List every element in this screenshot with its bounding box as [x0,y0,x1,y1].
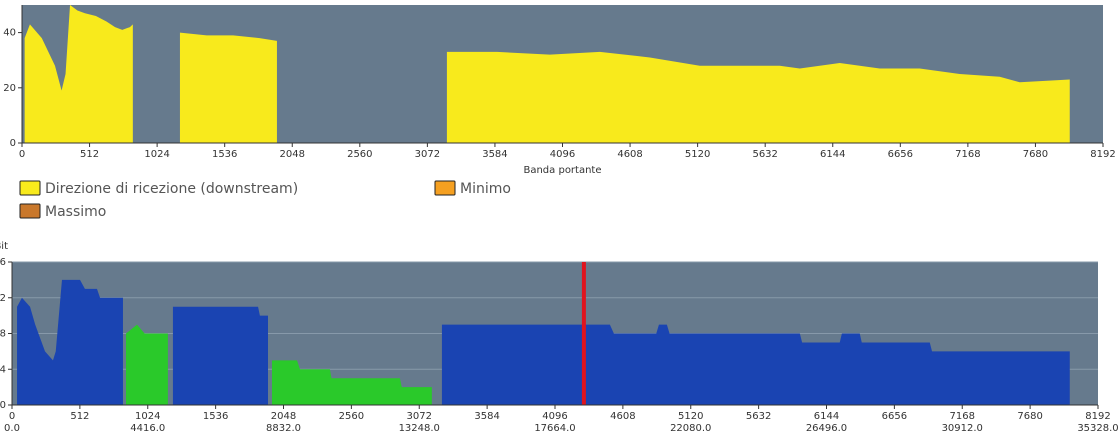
x-tick-label: 6656 [882,411,907,422]
area [17,279,123,405]
x-tick-label: 2048 [271,411,296,422]
legend-swatch [434,180,456,196]
x-tick-label: 7168 [950,411,975,422]
x-tick-label: 512 [70,411,89,422]
area [24,5,133,143]
area [172,306,268,405]
x-tick-label: 2560 [347,149,372,160]
x-tick-label: 8192 [1090,149,1115,160]
x-tick-label: 3072 [415,149,440,160]
x-tick-label: 6144 [814,411,839,422]
x-tick-label: 2048 [280,149,305,160]
legend-label: Direzione di ricezione (downstream) [45,181,298,197]
x-tick-label: 3584 [482,149,507,160]
x-tick-label: 0 [9,411,15,422]
x2-tick-label: 17664.0 [534,423,575,434]
x-tick-label: 4608 [610,411,635,422]
x-tick-label: 1024 [135,411,160,422]
x-tick-label: 1536 [203,411,228,422]
area [441,324,1070,405]
x-tick-label: 7168 [955,149,980,160]
x-tick-label: 3072 [407,411,432,422]
x-tick-label: 4096 [542,411,567,422]
x-tick-label: 5120 [678,411,703,422]
x-tick-label: 5632 [746,411,771,422]
legend-swatch [19,203,41,219]
x-tick-label: 5120 [685,149,710,160]
x-tick-label: 8192 [1085,411,1110,422]
area [446,51,1070,143]
x-tick-label: 5632 [752,149,777,160]
y-tick-label: 0 [10,138,16,149]
x2-tick-label: 0.0 [4,423,20,434]
y-tick-label: 0 [0,400,6,411]
x-tick-label: 2560 [339,411,364,422]
x-tick-label: 0 [19,149,25,160]
area [179,32,277,143]
x2-tick-label: 4416.0 [130,423,165,434]
x2-tick-label: 35328.0 [1077,423,1118,434]
x-tick-label: 3584 [474,411,499,422]
x-tick-label: 4096 [550,149,575,160]
y-tick-label: 12 [0,293,6,304]
y-axis-label: Bit [0,241,8,252]
x2-tick-label: 26496.0 [806,423,847,434]
y-tick-label: 4 [0,364,6,375]
y-tick-label: 20 [3,83,16,94]
x-tick-label: 7680 [1017,411,1042,422]
x2-tick-label: 13248.0 [399,423,440,434]
legend-label: Minimo [460,181,511,197]
y-tick-label: 8 [0,329,6,340]
area [126,324,168,405]
legend-swatch [19,180,41,196]
x2-tick-label: 30912.0 [942,423,983,434]
x-tick-label: 6656 [888,149,913,160]
x-axis-label: Banda portante [523,165,601,176]
y-tick-label: 40 [3,28,16,39]
x-tick-label: 6144 [820,149,845,160]
x-tick-label: 512 [80,149,99,160]
y-tick-label: 16 [0,257,6,268]
x2-tick-label: 8832.0 [266,423,301,434]
x2-tick-label: 22080.0 [670,423,711,434]
area [271,360,432,405]
x-tick-label: 1024 [144,149,169,160]
x-tick-label: 4608 [617,149,642,160]
x-tick-label: 7680 [1023,149,1048,160]
legend-label: Massimo [45,204,106,220]
x-tick-label: 1536 [212,149,237,160]
